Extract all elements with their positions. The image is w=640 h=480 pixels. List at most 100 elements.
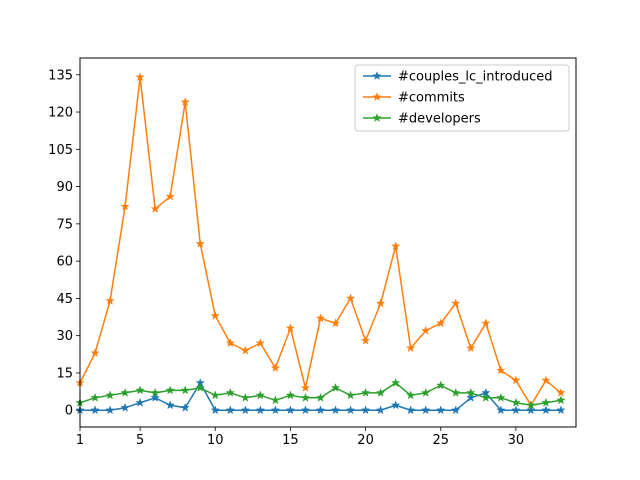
data-point-marker bbox=[345, 390, 356, 400]
data-point-marker bbox=[255, 390, 266, 400]
y-tick-label: 60 bbox=[56, 255, 73, 270]
data-point-marker bbox=[360, 405, 371, 415]
data-point-marker bbox=[375, 298, 386, 308]
data-point-marker bbox=[195, 238, 205, 248]
legend-label: #commits bbox=[398, 91, 465, 106]
data-point-marker bbox=[150, 203, 160, 213]
data-point-marker bbox=[150, 392, 160, 402]
data-point-marker bbox=[315, 313, 326, 323]
data-point-marker bbox=[330, 405, 341, 415]
data-point-marker bbox=[481, 318, 491, 328]
data-point-marker bbox=[496, 392, 506, 402]
y-tick-label: 90 bbox=[56, 180, 73, 195]
data-point-marker bbox=[90, 405, 100, 415]
data-point-marker bbox=[285, 323, 296, 333]
data-point-marker bbox=[466, 387, 476, 397]
data-point-marker bbox=[360, 387, 371, 397]
data-point-marker bbox=[240, 345, 251, 355]
data-point-marker bbox=[436, 318, 446, 328]
data-point-marker bbox=[120, 201, 130, 211]
data-point-marker bbox=[225, 405, 236, 415]
data-point-marker bbox=[466, 392, 476, 402]
data-point-marker bbox=[390, 377, 401, 387]
data-point-marker bbox=[345, 293, 356, 303]
x-tick-label: 1 bbox=[76, 433, 84, 448]
plot-frame bbox=[79, 57, 577, 428]
data-point-marker bbox=[240, 392, 251, 402]
data-point-marker bbox=[210, 390, 220, 400]
data-point-marker bbox=[225, 387, 236, 397]
data-point-marker bbox=[120, 402, 130, 412]
y-tick-label: 105 bbox=[48, 143, 73, 158]
data-point-marker bbox=[90, 348, 100, 358]
data-point-marker bbox=[270, 363, 281, 372]
data-point-marker bbox=[345, 405, 356, 415]
data-point-marker bbox=[315, 392, 326, 402]
data-point-marker bbox=[405, 390, 416, 400]
legend-box bbox=[354, 64, 570, 132]
series-layer bbox=[75, 72, 566, 415]
x-tick-label: 30 bbox=[508, 433, 525, 448]
data-point-marker bbox=[285, 405, 296, 415]
data-point-marker bbox=[105, 295, 115, 305]
y-tick-label: 75 bbox=[56, 217, 73, 232]
data-point-marker bbox=[150, 387, 160, 397]
data-point-marker bbox=[165, 400, 175, 410]
data-point-marker bbox=[541, 405, 551, 415]
data-point-marker bbox=[556, 405, 566, 415]
x-tick-label: 25 bbox=[432, 433, 449, 448]
data-point-marker bbox=[180, 385, 190, 395]
data-point-marker bbox=[556, 395, 566, 405]
data-point-marker bbox=[541, 397, 551, 407]
y-tick-label: 15 bbox=[56, 366, 73, 381]
data-point-marker bbox=[390, 241, 401, 251]
legend-label: #couples_lc_introduced bbox=[398, 70, 552, 85]
legend-marker bbox=[372, 71, 382, 81]
x-tick-label: 10 bbox=[207, 433, 224, 448]
data-point-marker bbox=[240, 405, 251, 415]
data-point-marker bbox=[511, 375, 521, 385]
data-point-marker bbox=[255, 338, 266, 348]
legend-marker bbox=[372, 92, 382, 102]
legend-marker bbox=[372, 113, 382, 123]
legend: #couples_lc_introduced #commits #developer… bbox=[354, 64, 570, 132]
data-point-marker bbox=[375, 405, 386, 415]
series-couples-lc-introduced bbox=[75, 377, 566, 415]
data-point-marker bbox=[135, 72, 145, 82]
data-point-marker bbox=[120, 387, 130, 397]
data-point-marker bbox=[330, 382, 341, 392]
data-point-marker bbox=[105, 390, 115, 400]
data-point-marker bbox=[255, 405, 266, 415]
data-point-marker bbox=[511, 397, 521, 407]
data-point-marker bbox=[165, 191, 175, 201]
data-point-marker bbox=[436, 405, 446, 415]
data-point-marker bbox=[496, 365, 506, 375]
data-point-marker bbox=[451, 387, 461, 397]
x-tick-label: 20 bbox=[357, 433, 374, 448]
data-point-marker bbox=[300, 382, 311, 392]
data-point-marker bbox=[180, 97, 190, 107]
data-point-marker bbox=[466, 343, 476, 353]
data-point-marker bbox=[420, 325, 431, 335]
data-point-marker bbox=[315, 405, 326, 415]
data-point-marker bbox=[451, 405, 461, 415]
data-point-marker bbox=[526, 405, 536, 415]
legend-label: #developers bbox=[398, 112, 481, 127]
data-point-marker bbox=[330, 318, 341, 328]
data-point-marker bbox=[225, 338, 236, 348]
y-tick-label: 135 bbox=[48, 68, 73, 83]
y-tick-label: 0 bbox=[65, 404, 73, 419]
data-point-marker bbox=[90, 392, 100, 402]
x-tick-label: 5 bbox=[136, 433, 144, 448]
data-point-marker bbox=[526, 400, 536, 410]
data-point-marker bbox=[541, 375, 551, 385]
data-point-marker bbox=[405, 343, 416, 353]
data-point-marker bbox=[285, 390, 296, 400]
data-point-marker bbox=[556, 387, 566, 397]
y-tick-label: 45 bbox=[56, 292, 73, 307]
data-point-marker bbox=[390, 400, 401, 410]
data-point-marker bbox=[420, 405, 431, 415]
y-tick-label: 30 bbox=[56, 329, 73, 344]
